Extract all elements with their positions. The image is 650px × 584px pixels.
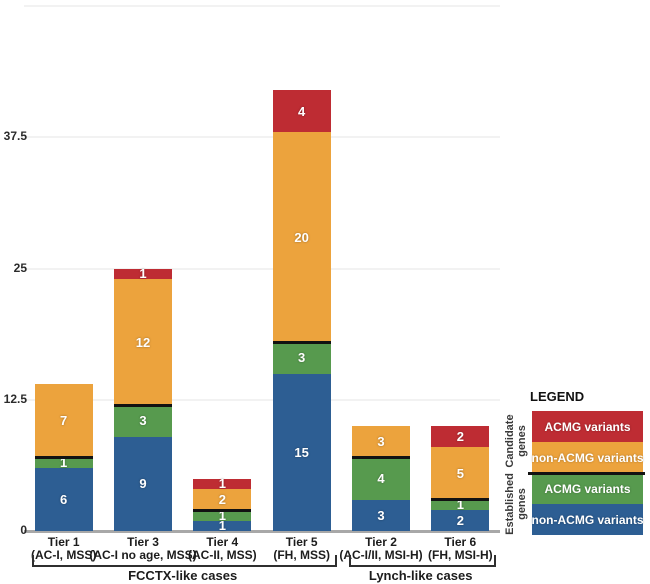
x-axis-category-label: Tier 6 (FH, MSI-H) <box>428 536 493 562</box>
bar-segment-value: 2 <box>218 492 226 507</box>
legend-swatches: ACMG variants non-ACMG variants ACMG var… <box>532 411 644 535</box>
bar-segment-value: 12 <box>135 334 151 350</box>
tier-sublabel: (FH, MSI-H) <box>428 548 493 562</box>
bar-segment: 1 <box>193 476 252 492</box>
tier-sublabel: (AC-I/II, MSI-H) <box>339 548 423 562</box>
gridline <box>24 267 500 270</box>
bar-segment-value: 3 <box>139 413 147 429</box>
case-group-label: FCCTX-like cases <box>128 568 238 583</box>
x-axis-category-label: Tier 3 (AC-I no age, MSS) <box>89 536 196 562</box>
bar-segment: 4 <box>352 457 410 500</box>
tier-label: Tier 5 <box>285 535 318 549</box>
case-group-bracket <box>32 555 338 567</box>
legend-entry-candidate-acmg-variants: ACMG variants <box>532 411 643 442</box>
bar-segment-value: 4 <box>377 471 385 486</box>
bar-segment: 3 <box>114 405 172 437</box>
bar-segment: 5 <box>431 447 490 500</box>
bar-segment: 3 <box>352 426 410 458</box>
bar-segment: 1 <box>193 507 252 523</box>
legend-entry-established-non-acmg-variants: non-ACMG variants <box>532 504 644 535</box>
bar-segment: 12 <box>114 279 172 405</box>
bar-segment: 15 <box>272 373 331 531</box>
legend-entry-candidate-non-acmg-variants: non-ACMG variants <box>532 442 644 473</box>
bar-segment: 1 <box>193 518 252 534</box>
legend-entry-established-acmg-variants: ACMG variants <box>532 473 643 504</box>
established-candidate-divider <box>34 456 93 459</box>
tier-sublabel: (FH, MSS) <box>273 548 330 562</box>
x-axis-category-label: Tier 1 (AC-I, MSS) <box>31 536 96 562</box>
legend-title: LEGEND <box>530 389 585 404</box>
tier-label: Tier 2 <box>365 535 397 549</box>
bar-segment: 6 <box>34 468 93 531</box>
tier-sublabel: (AC-I no age, MSS) <box>89 548 197 562</box>
y-axis-tick-label: 37.5 <box>3 129 27 144</box>
bar-segment: 4 <box>272 90 331 132</box>
bar-segment: 20 <box>272 132 331 342</box>
case-group-label: Lynch-like cases <box>368 568 473 583</box>
x-axis-baseline <box>24 530 500 533</box>
gridline <box>24 136 500 139</box>
established-candidate-divider <box>431 498 490 501</box>
tier-label: Tier 4 <box>206 535 239 549</box>
established-candidate-divider <box>352 456 410 459</box>
bar-segment-value: 2 <box>456 513 464 528</box>
tier-label: Tier 1 <box>47 535 80 549</box>
tier-label: Tier 3 <box>127 535 159 549</box>
bar-segment: 3 <box>352 499 410 531</box>
established-candidate-divider <box>193 508 252 512</box>
bar-segment-value: 3 <box>377 507 385 523</box>
bar-segment-value: 6 <box>60 492 68 507</box>
bar-segment-value: 1 <box>218 507 226 523</box>
case-group-bracket <box>349 555 496 567</box>
legend-divider-line <box>528 472 645 475</box>
y-axis-tick-label: 12.5 <box>3 391 27 406</box>
gridline <box>24 5 500 7</box>
bar-segment-value: 20 <box>294 229 309 245</box>
bar-segment: 3 <box>272 342 331 374</box>
bar-segment-value: 4 <box>298 103 306 119</box>
bar-segment: 9 <box>114 436 172 531</box>
established-candidate-divider <box>114 403 172 407</box>
bar-segment-value: 3 <box>298 350 306 366</box>
tier-sublabel: (AC-II, MSS) <box>187 548 257 562</box>
bar-segment: 1 <box>114 266 172 282</box>
legend-group-established-genes: Established genes <box>504 473 528 535</box>
bar-segment-value: 1 <box>218 476 226 492</box>
bar-segment: 2 <box>431 510 490 531</box>
bar-segment-value: 2 <box>456 429 464 444</box>
x-axis-category-label: Tier 5 (FH, MSS) <box>273 536 330 562</box>
x-axis-category-label: Tier 4 (AC-II, MSS) <box>188 536 257 562</box>
bar-segment-value: 1 <box>456 497 464 513</box>
bar-segment-value: 1 <box>218 518 226 534</box>
bar-segment: 1 <box>431 497 490 513</box>
bar-segment-value: 9 <box>139 476 147 492</box>
y-axis-tick-label: 25 <box>13 260 27 275</box>
bar-segment: 7 <box>34 384 93 458</box>
gridline <box>24 398 500 401</box>
bar-segment-value: 1 <box>139 266 147 282</box>
bar-segment-value: 5 <box>456 465 464 481</box>
x-axis-category-label: Tier 2 (AC-I/II, MSI-H) <box>339 536 422 562</box>
bar-segment: 2 <box>431 426 490 447</box>
legend-group-candidate-genes: Candidate genes <box>504 414 528 468</box>
bar-segment-value: 3 <box>377 434 385 450</box>
bar-segment-value: 7 <box>60 413 68 429</box>
bar-segment-value: 15 <box>294 444 309 460</box>
tier-label: Tier 6 <box>444 535 477 549</box>
y-axis-tick-label: 0 <box>20 523 27 537</box>
established-candidate-divider <box>272 340 331 344</box>
tier-sublabel: (AC-I, MSS) <box>30 548 97 562</box>
bar-segment-value: 1 <box>60 455 68 471</box>
bar-segment: 2 <box>193 489 252 510</box>
bar-segment: 1 <box>34 455 93 471</box>
